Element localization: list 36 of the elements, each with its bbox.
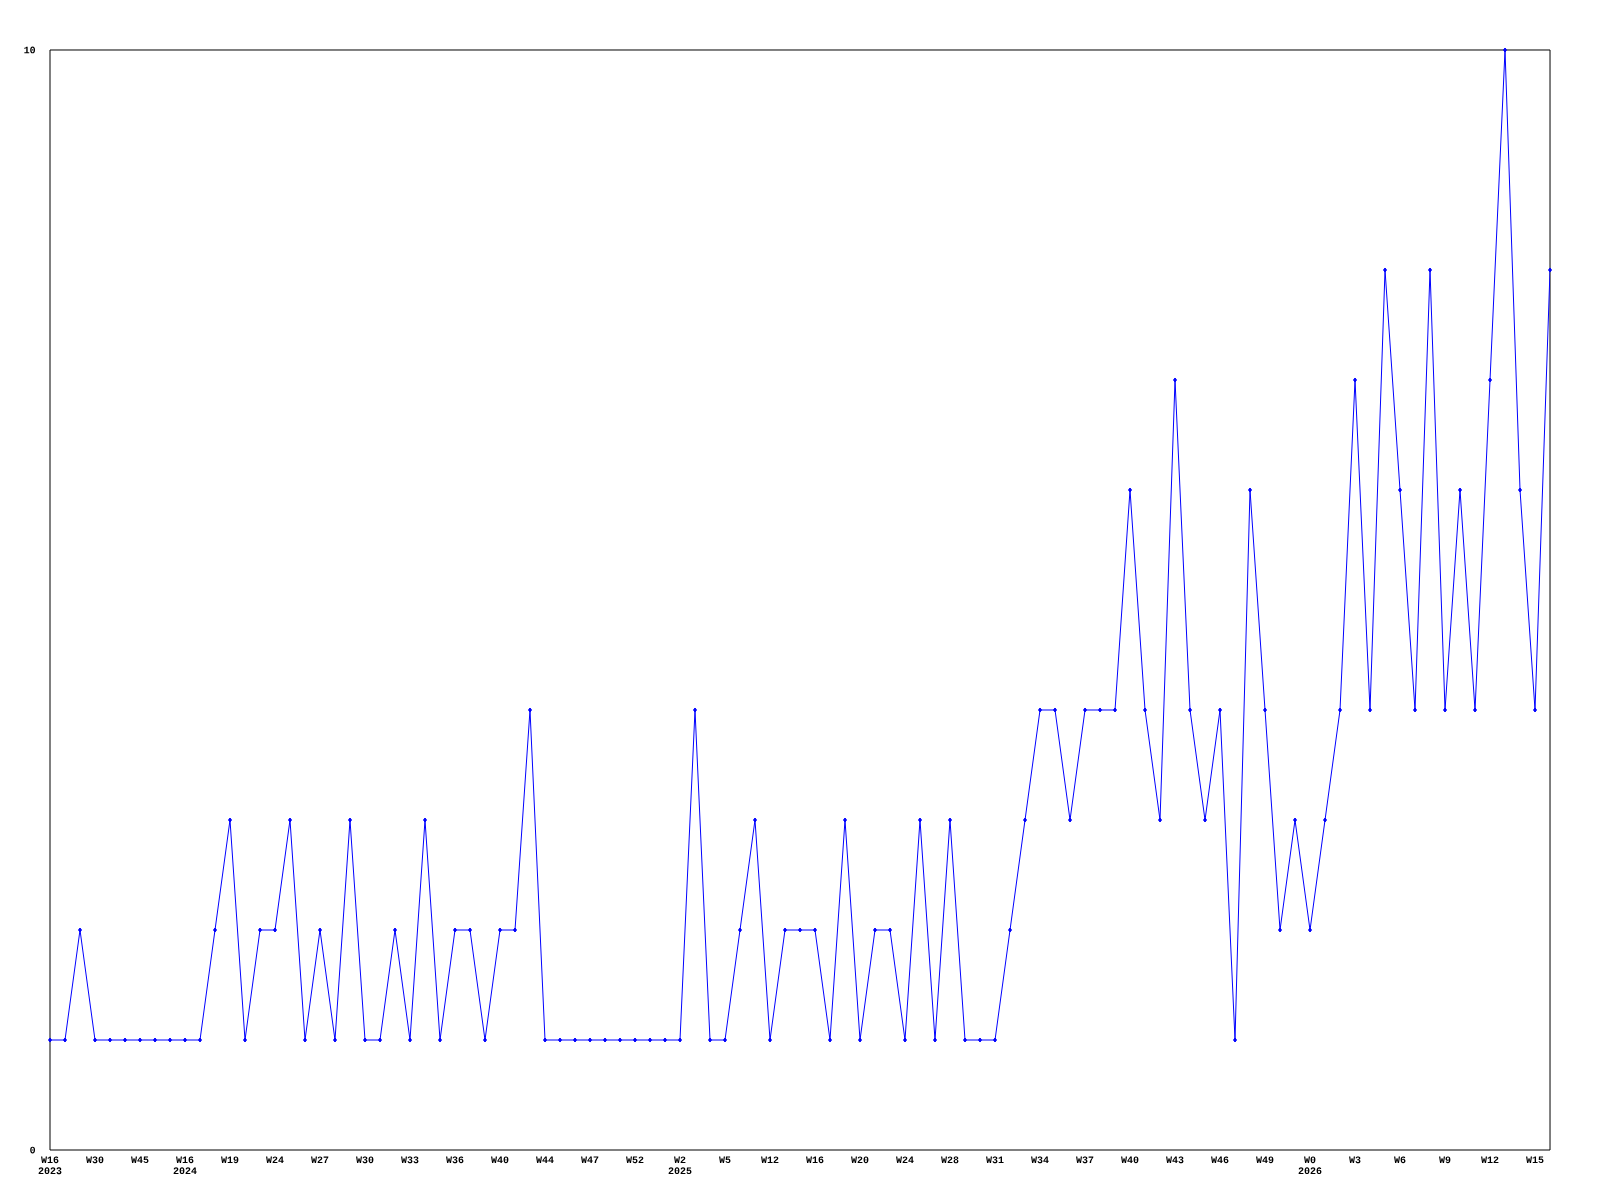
x-tick-label: W44 (536, 1156, 554, 1163)
x-tick-label: W47 (581, 1156, 599, 1163)
x-tick-label: W16 2024 (173, 1156, 197, 1175)
x-tick-label: W12 (1481, 1156, 1499, 1164)
x-tick-label: W5 (719, 1156, 731, 1164)
x-tick-label: W30 (86, 1156, 104, 1164)
x-tick-label: W20 (851, 1156, 869, 1164)
x-tick-label: W43 (1166, 1156, 1184, 1164)
x-tick-label: W37 (1076, 1156, 1094, 1164)
x-tick-label: W15 (1526, 1156, 1544, 1164)
x-tick-label: W12 (761, 1156, 779, 1164)
x-tick-label: W24 (896, 1156, 914, 1164)
x-tick-label: W52 (626, 1156, 644, 1164)
x-tick-label: W30 (356, 1156, 374, 1164)
x-tick-label: W36 (446, 1156, 464, 1164)
y-tick-label: 0 (30, 1146, 36, 1154)
x-tick-label: W0 2026 (1298, 1156, 1322, 1175)
x-tick-label: W46 (1211, 1156, 1229, 1164)
x-tick-label: W3 (1349, 1156, 1361, 1164)
x-tick-label: W49 (1256, 1156, 1274, 1164)
x-tick-label: W45 (131, 1156, 149, 1164)
x-tick-label: W33 (401, 1156, 419, 1164)
x-tick-label: W28 (941, 1156, 959, 1164)
x-tick-label: W27 (311, 1156, 329, 1164)
x-tick-label: W19 (221, 1156, 239, 1164)
x-tick-label: W16 2023 (38, 1156, 62, 1175)
x-tick-label: W24 (266, 1156, 284, 1164)
x-tick-label: W16 (806, 1156, 824, 1164)
x-tick-label: W2 2025 (668, 1156, 692, 1175)
x-tick-label: W31 (986, 1156, 1004, 1164)
x-tick-label: W40 (1121, 1156, 1139, 1164)
x-tick-label: W40 (491, 1156, 509, 1164)
x-tick-label: W9 (1439, 1156, 1451, 1164)
x-tick-label: W34 (1031, 1156, 1049, 1164)
y-tick-label: 10 (24, 46, 36, 54)
x-tick-label: W6 (1394, 1156, 1406, 1164)
